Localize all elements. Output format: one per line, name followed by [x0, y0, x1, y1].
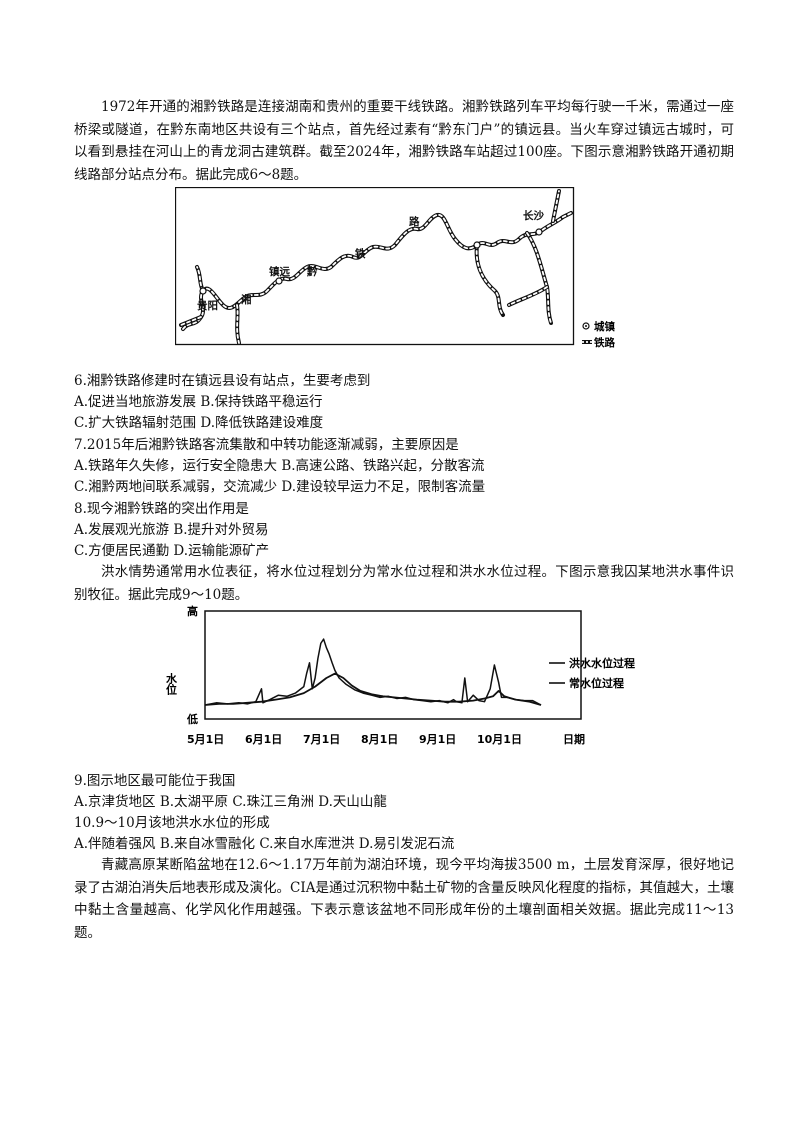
- legend-flood-label: 洪水水位过程: [569, 656, 635, 670]
- x-axis-label: 日期: [563, 732, 585, 746]
- label-tie: 铁: [355, 247, 366, 260]
- svg-text:城镇: 城镇: [594, 320, 615, 333]
- x-tick-label: 10月1日: [477, 733, 522, 746]
- passage-flood-water-level: 洪水情势通常用水位表征，将水位过程划分为常水位过程和洪水水位过程。下图示意我囚某…: [74, 564, 734, 603]
- town-legend-dot: [585, 325, 587, 327]
- question-6-stem: 6.湘黔铁路修建时在镇远县设有站点，生要考虑到: [74, 373, 371, 389]
- question-10-stem: 10.9～10月该地洪水水位的形成: [74, 815, 270, 831]
- label-qian: 黔: [307, 265, 318, 278]
- label-xiang: 湘: [241, 293, 252, 306]
- label-zhenyuan: 镇远: [269, 265, 290, 278]
- x-tick-label: 9月1日: [419, 733, 456, 746]
- question-8-stem: 8.现今湘黔铁路的突出作用是: [74, 501, 249, 517]
- question-9-options: A.京津货地区 B.太湖平原 C.珠江三角洲 D.天山山龍: [74, 794, 387, 810]
- chart-plot-frame: [204, 610, 582, 720]
- town-marker-changsha: [535, 228, 543, 236]
- town-marker-zhenyuan: [275, 277, 283, 285]
- passage-xiangqian-railway: 1972年开通的湘黔铁路是连接湖南和贵州的重要干线铁路。湘黔铁路列车平均每行驶一…: [74, 99, 734, 183]
- flood-water-level-chart: 高 低 水位 5月1日 6月1日 7月1日 8月1日 9月1日 10月1日 日期 洪水水位…: [165, 604, 635, 746]
- question-8-options-cd: C.方便居民通勤 D.运输能源矿产: [74, 543, 270, 559]
- label-changsha: 长沙: [523, 209, 544, 222]
- question-7-options-cd: C.湘黔两地间联系减弱，交流减少 D.建设较早运力不足，限制客流量: [74, 479, 486, 495]
- x-tick-label: 6月1日: [245, 733, 282, 746]
- railway-map: 长沙 贵阳 镇远 湘 黔 铁 路: [175, 187, 575, 346]
- y-axis-label: 水位: [165, 672, 178, 696]
- question-10-options: A.伴随着强风 B.来自冰雪融化 C.来自水库泄洪 D.易引发泥石流: [74, 836, 455, 852]
- map-legend: 城镇 铁路: [582, 320, 615, 349]
- town-marker-guiyang: [199, 287, 207, 295]
- y-bottom-label: 低: [186, 712, 198, 726]
- question-7-stem: 7.2015年后湘黔铁路客流集散和中转功能逐渐减弱，主要原因是: [74, 437, 459, 453]
- question-6-options-ab: A.促进当地旅游发展 B.保持铁路平稳运行: [74, 394, 323, 410]
- legend-normal-label: 常水位过程: [569, 676, 624, 690]
- question-7-options-ab: A.铁路年久失修，运行安全隐患大 B.高速公路、铁路兴起，分散客流: [74, 458, 485, 474]
- series-normal-line: [204, 672, 542, 706]
- label-guiyang: 贵阳: [197, 299, 218, 312]
- y-top-label: 高: [187, 604, 198, 618]
- question-8-options-ab: A.发展观光旅游 B.提升对外贸易: [74, 522, 269, 538]
- x-tick-label: 8月1日: [361, 733, 398, 746]
- x-tick-label: 5月1日: [187, 733, 224, 746]
- label-lu: 路: [409, 215, 420, 228]
- question-6-options-cd: C.扩大铁路辐射范围 D.降低铁路建设难度: [74, 415, 324, 431]
- series-flood-line: [204, 638, 542, 706]
- svg-text:铁路: 铁路: [594, 336, 615, 349]
- town-marker-mid: [473, 241, 481, 249]
- question-9-stem: 9.图示地区最可能位于我国: [74, 773, 236, 789]
- x-tick-label: 7月1日: [303, 733, 340, 746]
- passage-tibet-basin: 青藏高原某断陷盆地在12.6～1.17万年前为湖泊环境，现今平均海拔3500 m…: [74, 857, 734, 941]
